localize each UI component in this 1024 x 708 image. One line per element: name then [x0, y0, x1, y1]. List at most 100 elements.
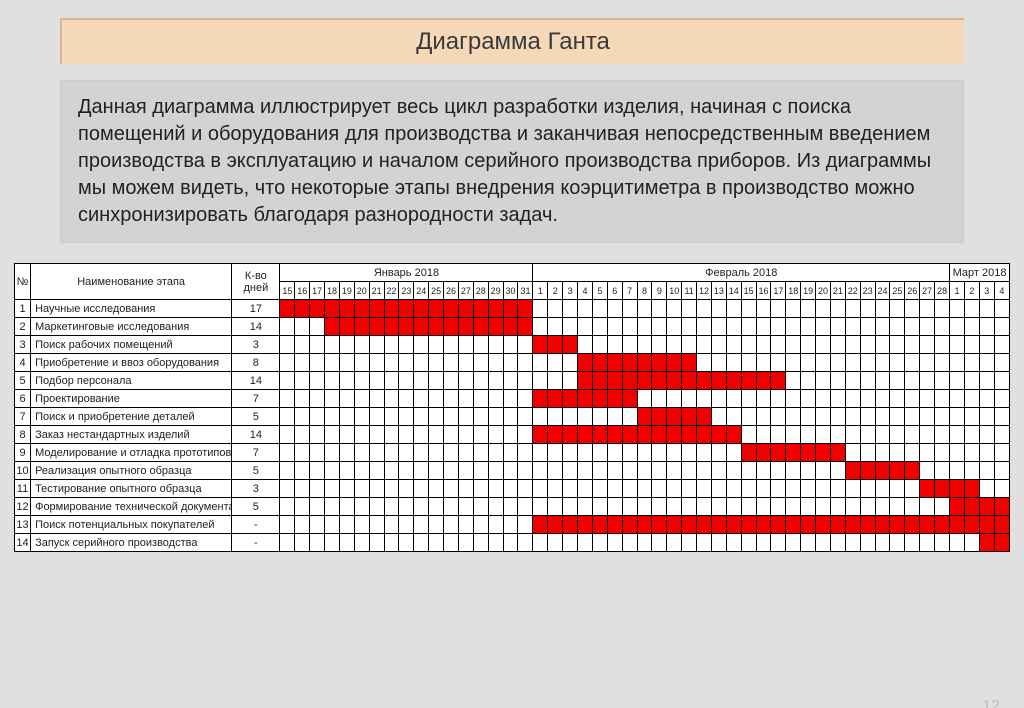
gantt-cell	[875, 408, 890, 426]
gantt-cell	[816, 480, 831, 498]
gantt-cell	[384, 390, 399, 408]
gantt-cell	[979, 408, 994, 426]
gantt-cell	[771, 300, 786, 318]
gantt-cell	[548, 372, 563, 390]
gantt-cell	[473, 336, 488, 354]
gantt-cell	[816, 318, 831, 336]
task-days: 3	[232, 480, 280, 498]
day-header: 22	[384, 282, 399, 300]
gantt-cell	[652, 318, 667, 336]
gantt-cell	[622, 390, 637, 408]
gantt-cell	[845, 372, 860, 390]
gantt-cell	[578, 354, 593, 372]
day-header: 1	[533, 282, 548, 300]
gantt-cell	[399, 300, 414, 318]
gantt-cell	[771, 480, 786, 498]
gantt-cell	[830, 498, 845, 516]
gantt-cell	[458, 354, 473, 372]
gantt-cell	[711, 354, 726, 372]
gantt-cell	[592, 462, 607, 480]
gantt-cell	[875, 372, 890, 390]
gantt-cell	[756, 300, 771, 318]
gantt-cell	[994, 480, 1009, 498]
gantt-cell	[711, 390, 726, 408]
gantt-cell	[965, 480, 980, 498]
gantt-cell	[935, 390, 950, 408]
gantt-cell	[518, 444, 533, 462]
gantt-cell	[578, 498, 593, 516]
gantt-cell	[622, 336, 637, 354]
task-days: 5	[232, 408, 280, 426]
gantt-cell	[711, 426, 726, 444]
gantt-cell	[518, 372, 533, 390]
day-header: 29	[488, 282, 503, 300]
gantt-cell	[399, 318, 414, 336]
task-days: 7	[232, 390, 280, 408]
task-name: Моделирование и отладка прототипов	[31, 444, 232, 462]
gantt-cell	[473, 516, 488, 534]
gantt-cell	[518, 498, 533, 516]
gantt-cell	[830, 480, 845, 498]
gantt-cell	[488, 444, 503, 462]
gantt-cell	[890, 516, 905, 534]
day-header: 7	[622, 282, 637, 300]
day-header: 10	[667, 282, 682, 300]
gantt-cell	[339, 534, 354, 552]
gantt-cell	[339, 354, 354, 372]
gantt-cell	[845, 426, 860, 444]
gantt-cell	[756, 318, 771, 336]
gantt-cell	[801, 516, 816, 534]
gantt-cell	[295, 318, 310, 336]
gantt-cell	[325, 534, 340, 552]
gantt-cell	[786, 300, 801, 318]
task-no: 1	[15, 300, 31, 318]
gantt-cell	[920, 498, 935, 516]
gantt-cell	[563, 516, 578, 534]
gantt-cell	[830, 534, 845, 552]
gantt-cell	[578, 390, 593, 408]
gantt-cell	[414, 318, 429, 336]
gantt-cell	[771, 390, 786, 408]
gantt-cell	[399, 372, 414, 390]
gantt-cell	[280, 498, 295, 516]
gantt-cell	[295, 300, 310, 318]
gantt-cell	[384, 372, 399, 390]
gantt-cell	[429, 462, 444, 480]
gantt-cell	[607, 408, 622, 426]
gantt-cell	[771, 462, 786, 480]
day-header: 24	[875, 282, 890, 300]
table-row: 7Поиск и приобретение деталей5	[15, 408, 1010, 426]
gantt-cell	[429, 372, 444, 390]
gantt-cell	[592, 390, 607, 408]
gantt-cell	[726, 318, 741, 336]
gantt-cell	[741, 498, 756, 516]
gantt-cell	[920, 516, 935, 534]
task-no: 13	[15, 516, 31, 534]
gantt-cell	[384, 354, 399, 372]
gantt-cell	[994, 444, 1009, 462]
gantt-cell	[845, 354, 860, 372]
gantt-cell	[816, 444, 831, 462]
gantt-cell	[488, 426, 503, 444]
gantt-cell	[280, 444, 295, 462]
gantt-cell	[637, 300, 652, 318]
task-days: 5	[232, 462, 280, 480]
gantt-cell	[473, 318, 488, 336]
gantt-cell	[950, 444, 965, 462]
gantt-cell	[965, 390, 980, 408]
gantt-cell	[756, 390, 771, 408]
gantt-cell	[667, 354, 682, 372]
gantt-cell	[578, 444, 593, 462]
gantt-cell	[920, 480, 935, 498]
day-header: 25	[429, 282, 444, 300]
gantt-cell	[592, 444, 607, 462]
task-days: -	[232, 516, 280, 534]
gantt-cell	[860, 426, 875, 444]
gantt-cell	[622, 318, 637, 336]
gantt-cell	[518, 390, 533, 408]
gantt-cell	[578, 426, 593, 444]
gantt-cell	[979, 444, 994, 462]
gantt-cell	[310, 354, 325, 372]
gantt-cell	[548, 498, 563, 516]
gantt-cell	[325, 462, 340, 480]
